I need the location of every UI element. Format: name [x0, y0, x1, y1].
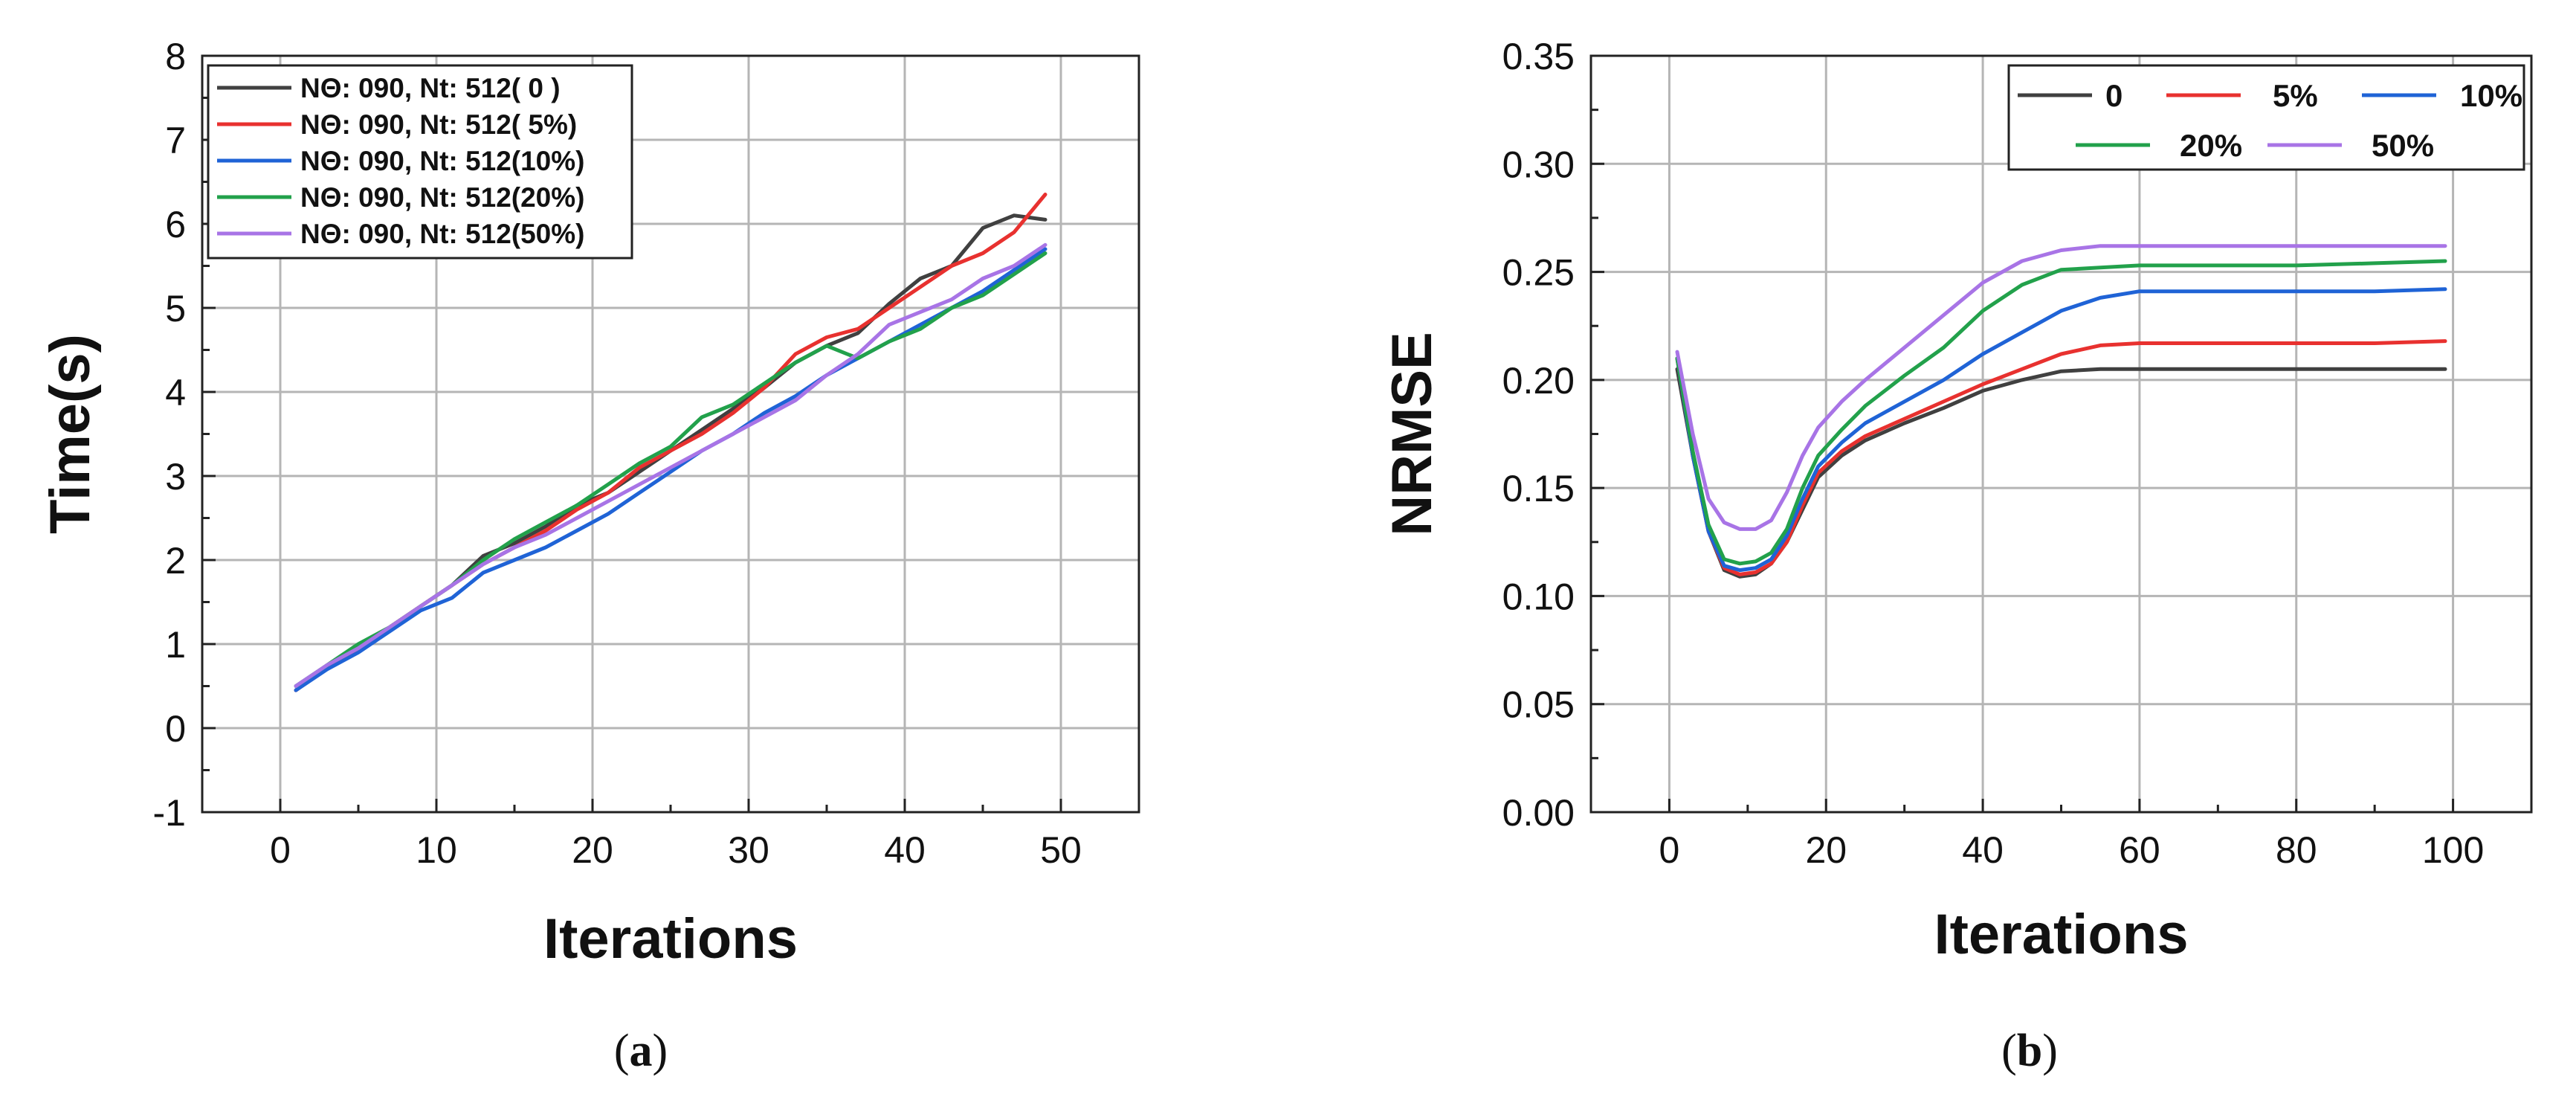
- series-line: [1675, 339, 2447, 576]
- x-tick-label: 40: [1962, 829, 2004, 871]
- panel-b-y-axis-title: NRMSE: [1381, 332, 1444, 535]
- legend-label: NΘ: 090, Nt: 512(20%): [300, 182, 584, 213]
- series-line: [1675, 259, 2447, 566]
- panel-b-y-tick-labels: 0.00 0.05 0.10 0.15 0.20 0.25 0.30 0.35: [1502, 36, 1575, 834]
- panel-a-legend: NΘ: 090, Nt: 512( 0 ) NΘ: 090, Nt: 512( 5…: [207, 64, 633, 260]
- x-tick-label: 0: [1659, 829, 1680, 871]
- panel-a-series-lines: [294, 193, 1047, 692]
- legend-label: 20%: [2180, 128, 2242, 163]
- x-tick-label: 60: [2119, 829, 2160, 871]
- legend-label: NΘ: 090, Nt: 512( 0 ): [300, 73, 561, 103]
- series-line: [294, 247, 1047, 692]
- panel-a-time-vs-iterations: 0 10 20 30 40 50 -1 0 1 2 3 4 5 6 7 8 Iterations Time(…: [39, 36, 1140, 1076]
- y-tick-label: -1: [153, 792, 186, 834]
- y-tick-label: 0.20: [1502, 360, 1575, 402]
- y-tick-label: 0.00: [1502, 792, 1575, 834]
- series-line: [1675, 367, 2447, 579]
- panel-b-caption: (b): [2001, 1026, 2058, 1076]
- legend-label: NΘ: 090, Nt: 512( 5%): [300, 109, 577, 140]
- panel-a-y-axis-title: Time(s): [39, 334, 102, 534]
- panel-b-tick-marks: [1589, 54, 2533, 814]
- y-tick-label: 0.10: [1502, 576, 1575, 617]
- y-tick-label: 0.35: [1502, 36, 1575, 77]
- legend-label: 0: [2105, 78, 2123, 113]
- panel-b-x-axis-title: Iterations: [1934, 903, 2188, 966]
- y-tick-label: 0.30: [1502, 144, 1575, 185]
- panel-b-series-lines: [1675, 244, 2447, 579]
- x-tick-label: 20: [572, 829, 613, 871]
- y-tick-label: 5: [165, 288, 186, 329]
- x-tick-label: 10: [416, 829, 457, 871]
- panel-b-nrmse-vs-iterations: 0 20 40 60 80 100 0.00 0.05 0.10 0.15 0.20 0.25 0.3…: [1381, 36, 2533, 1076]
- legend-label: 5%: [2273, 78, 2318, 113]
- series-line: [1675, 287, 2447, 573]
- x-tick-label: 30: [728, 829, 769, 871]
- y-tick-label: 8: [165, 36, 186, 77]
- y-tick-label: 1: [165, 624, 186, 666]
- y-tick-label: 0.25: [1502, 252, 1575, 294]
- panel-a-caption: (a): [614, 1026, 668, 1076]
- y-tick-label: 0: [165, 708, 186, 750]
- x-tick-label: 100: [2422, 829, 2484, 871]
- x-tick-label: 20: [1805, 829, 1847, 871]
- legend-box: [2007, 64, 2525, 171]
- y-tick-label: 7: [165, 120, 186, 161]
- panel-b-legend: 0 5% 10% 20% 50%: [2007, 64, 2525, 171]
- y-tick-label: 6: [165, 204, 186, 245]
- x-tick-label: 80: [2276, 829, 2317, 871]
- x-tick-label: 0: [270, 829, 291, 871]
- x-tick-label: 40: [884, 829, 926, 871]
- x-tick-label: 50: [1040, 829, 1082, 871]
- legend-label: NΘ: 090, Nt: 512(10%): [300, 146, 584, 176]
- panel-b-x-tick-labels: 0 20 40 60 80 100: [1659, 829, 2485, 871]
- panel-a-y-tick-labels: -1 0 1 2 3 4 5 6 7 8: [153, 36, 186, 834]
- y-tick-label: 3: [165, 456, 186, 498]
- y-tick-label: 0.05: [1502, 684, 1575, 726]
- series-line: [294, 242, 1047, 688]
- y-tick-label: 2: [165, 540, 186, 582]
- y-tick-label: 0.15: [1502, 468, 1575, 509]
- panel-a-x-tick-labels: 0 10 20 30 40 50: [270, 829, 1082, 871]
- legend-label: 10%: [2460, 78, 2522, 113]
- legend-label: NΘ: 090, Nt: 512(50%): [300, 219, 584, 249]
- series-line: [1675, 244, 2447, 531]
- panel-a-x-axis-title: Iterations: [543, 907, 798, 971]
- y-tick-label: 4: [165, 372, 186, 414]
- legend-label: 50%: [2372, 128, 2434, 163]
- panel-a-grid: [202, 54, 1139, 814]
